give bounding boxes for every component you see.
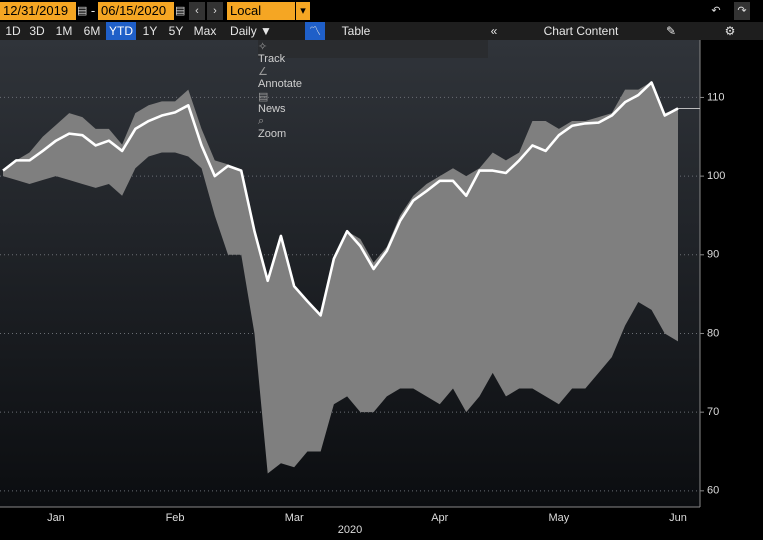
x-tick-label: Mar [285,512,304,524]
chart: 2020 60 70 80 90 100 110 Jan Feb Mar Apr May Jun [0,40,763,536]
axis-background [700,40,763,507]
separator: - [90,3,96,18]
prev[interactable]: ‹ [189,2,205,20]
settings[interactable]: ⚙ [724,24,736,38]
tool-icon[interactable]: ✧ [258,41,268,53]
next[interactable]: › [207,2,223,20]
subtoolbar: ✧ Track ∠ Annotate ▤ News ⌕ Zoom [258,40,488,140]
x-tick-label: Feb [166,512,185,524]
y-tick-label: 100 [707,170,725,182]
y-tick-label: 80 [707,327,719,339]
period-button[interactable]: 1Y [142,24,158,38]
tool-icon[interactable]: ∠ [258,66,268,78]
toolbar: 12/31/2019 ▤ - 06/15/2020 ▤ ‹ › Local CC… [0,0,763,36]
x-tick-label: Jan [47,512,65,524]
range-band [3,81,678,474]
y-tick-label: 60 [707,485,719,497]
tool-button[interactable]: Track [258,53,286,65]
x-tick-label: Jun [669,512,687,524]
tool-icon[interactable]: ⌕ [258,115,265,127]
tool-button[interactable]: Annotate [258,78,303,90]
frequency[interactable]: Daily ▼ [230,24,272,38]
period-button[interactable]: 1D [5,24,21,38]
y-tick-label: 110 [707,91,725,103]
collapse[interactable]: « [490,24,498,38]
x-tick-label: Apr [431,512,448,524]
tool-button[interactable]: Zoom [258,128,287,140]
start-date[interactable]: 12/31/2019 [0,2,76,20]
period-bar: 〽 Table « Chart Content ✎ ⚙ 1D 3D 1M 6M YTD 1… [0,22,763,40]
period-button[interactable]: 3D [29,24,45,38]
calendar[interactable]: ▤ [175,2,185,20]
table-button[interactable]: Table [341,24,371,38]
redo[interactable]: ↷ [734,2,750,20]
undo[interactable]: ↶ [708,2,724,20]
tool-button[interactable]: News [258,103,286,115]
edit[interactable]: ✎ [665,24,677,38]
period-button[interactable]: Max [193,24,217,38]
period-button[interactable]: 6M [83,24,101,38]
price-line [2,81,679,317]
period-button[interactable]: 1M [55,24,73,38]
x-tick-label: May [548,512,569,524]
end-date[interactable]: 06/15/2020 [98,2,174,20]
chart-content[interactable]: Chart Content [543,24,619,38]
currency-drop[interactable]: ▾ [296,2,310,20]
period-button[interactable]: YTD [106,22,136,40]
calendar[interactable]: ▤ [77,2,87,20]
period-button[interactable]: 5Y [168,24,184,38]
x-axis-label: 2020 [338,524,362,536]
y-tick-label: 90 [707,249,719,261]
chart-type[interactable]: 〽 [305,22,325,40]
currency[interactable]: Local CCY [227,2,295,36]
y-tick-label: 70 [707,406,719,418]
tool-icon[interactable]: ▤ [258,91,269,103]
